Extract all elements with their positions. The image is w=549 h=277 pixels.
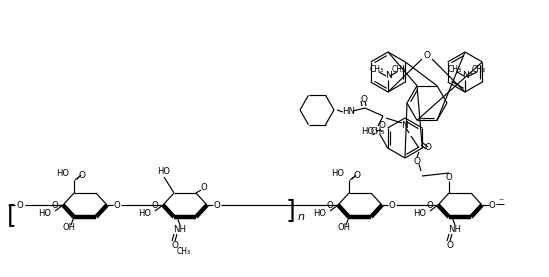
Text: OH: OH <box>63 222 76 232</box>
Text: O: O <box>423 50 430 60</box>
Text: HO: HO <box>38 209 51 217</box>
Text: n: n <box>298 212 305 222</box>
Text: O: O <box>361 94 367 104</box>
Text: CH₃: CH₃ <box>177 247 191 255</box>
Text: HN: HN <box>343 107 356 117</box>
Text: CH₃: CH₃ <box>392 65 406 75</box>
Text: HO: HO <box>331 170 344 178</box>
Text: O: O <box>427 201 433 209</box>
Text: ⁻: ⁻ <box>498 197 503 207</box>
Text: O: O <box>171 240 178 250</box>
Text: O: O <box>114 201 120 209</box>
Text: NH: NH <box>449 224 462 234</box>
Text: NH: NH <box>173 224 187 234</box>
Text: HO: HO <box>313 209 326 217</box>
Text: HO: HO <box>56 170 69 178</box>
Text: O: O <box>152 201 158 209</box>
Text: N⁺: N⁺ <box>462 71 474 81</box>
Text: O: O <box>446 173 452 181</box>
Text: O: O <box>327 201 333 209</box>
Text: ]: ] <box>285 198 295 222</box>
Text: O: O <box>52 201 58 209</box>
Text: O: O <box>424 143 432 153</box>
Text: HO: HO <box>361 127 374 137</box>
Text: HO: HO <box>158 166 171 176</box>
Text: O: O <box>354 171 361 179</box>
Text: CH₃: CH₃ <box>448 65 462 75</box>
Text: O: O <box>200 183 208 193</box>
Text: N: N <box>385 71 391 81</box>
Text: HO: HO <box>138 209 151 217</box>
Text: O: O <box>214 201 220 209</box>
Text: O: O <box>79 171 86 179</box>
Text: CH₃: CH₃ <box>371 127 385 137</box>
Text: O: O <box>389 201 395 209</box>
Text: CH₃: CH₃ <box>370 65 384 75</box>
Text: O: O <box>489 201 495 209</box>
Text: CH₃: CH₃ <box>472 65 486 75</box>
Text: [: [ <box>7 203 17 227</box>
Text: N: N <box>402 122 408 130</box>
Text: O: O <box>16 201 24 209</box>
Text: O: O <box>378 122 385 130</box>
Text: HO: HO <box>413 209 426 217</box>
Text: O: O <box>413 157 421 165</box>
Text: OH: OH <box>338 222 350 232</box>
Text: O: O <box>446 240 453 250</box>
